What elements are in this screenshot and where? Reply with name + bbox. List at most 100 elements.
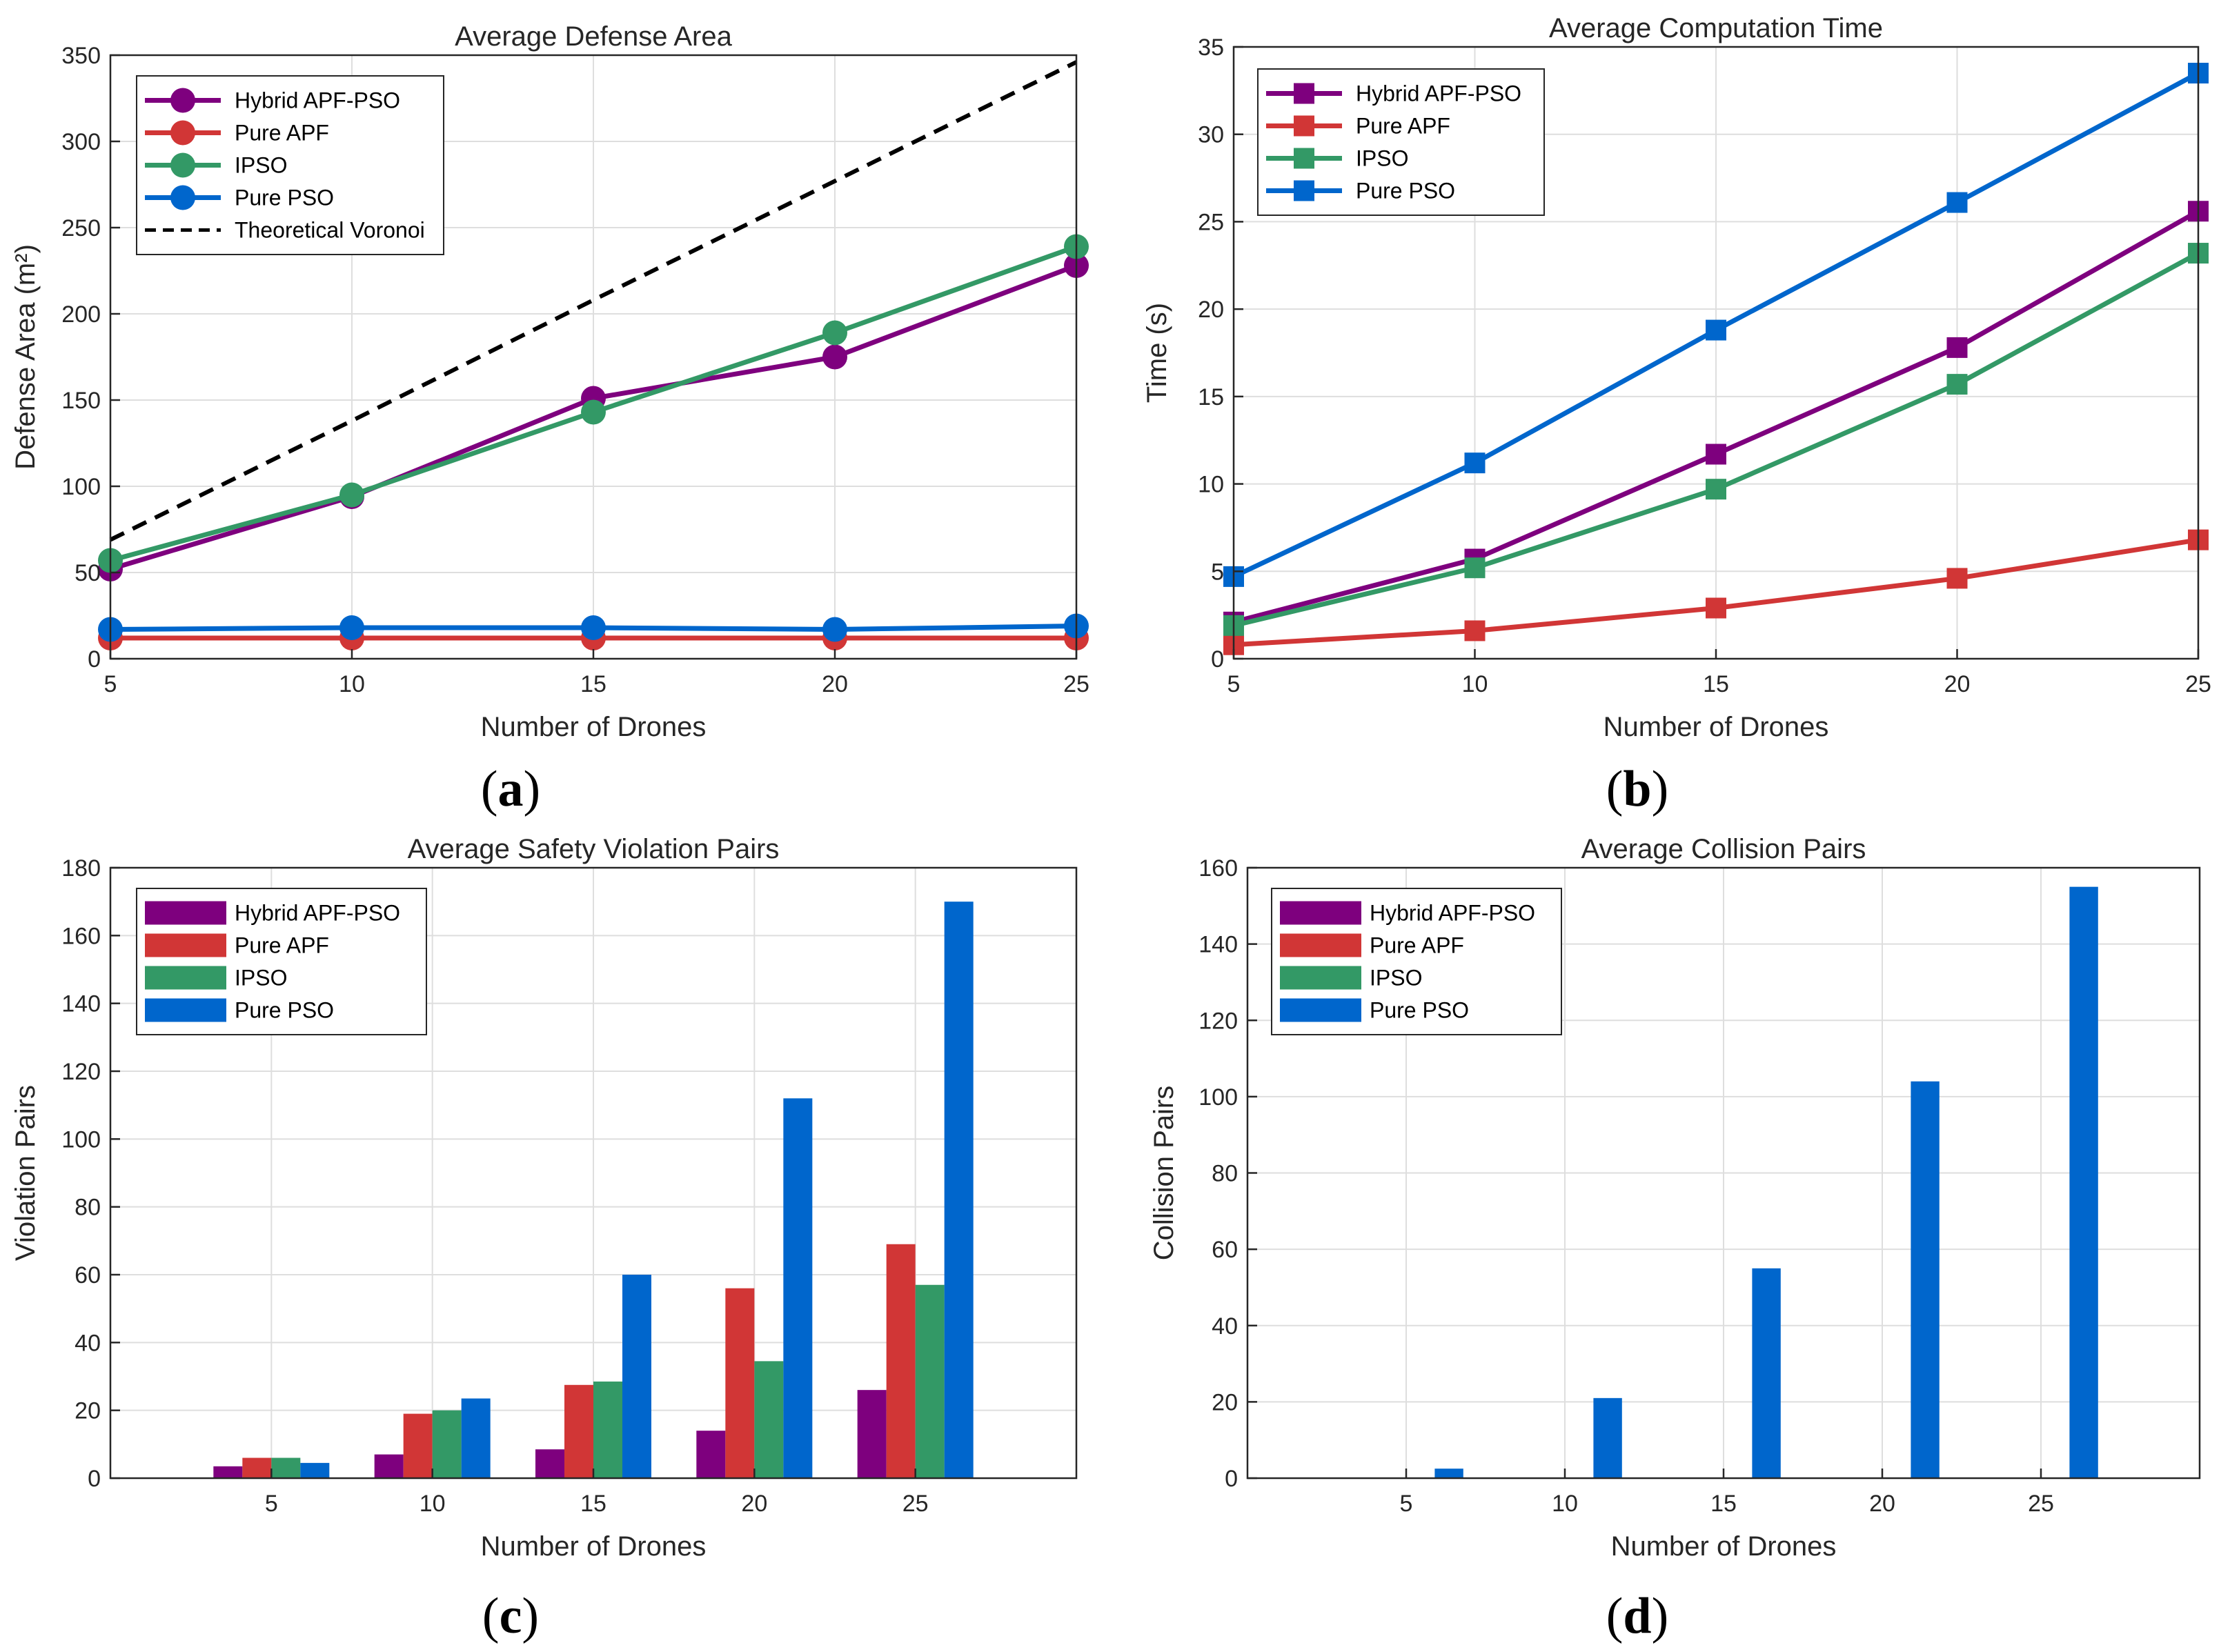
- bar-pure-apf-5: [242, 1457, 272, 1478]
- data-point-hybrid-apf-pso: [1946, 337, 1968, 358]
- chart-title: Average Safety Violation Pairs: [408, 834, 780, 864]
- y-tick-label: 40: [1212, 1313, 1238, 1340]
- bar-hybrid-apf-pso-10: [374, 1454, 404, 1478]
- bar-ipso-5: [271, 1457, 301, 1478]
- x-tick-label: 15: [580, 671, 606, 697]
- y-tick-label: 50: [75, 560, 101, 586]
- legend-label-ipso: IPSO: [235, 966, 287, 991]
- data-point-pure-pso: [822, 617, 847, 642]
- x-tick-label: 10: [339, 671, 365, 697]
- x-tick-label: 10: [1552, 1491, 1578, 1517]
- y-tick-label: 0: [1211, 646, 1224, 673]
- bar-pure-apf-25: [886, 1244, 916, 1478]
- y-tick-label: 0: [88, 646, 101, 673]
- y-axis-label: Time (s): [1142, 303, 1172, 403]
- caption-c: (c): [482, 1588, 539, 1644]
- data-point-pure-pso: [1706, 319, 1726, 341]
- y-tick-label: 300: [61, 129, 101, 155]
- legend-label-pure-apf: Pure APF: [1370, 933, 1464, 958]
- y-tick-label: 25: [1198, 209, 1224, 235]
- bar-ipso-20: [754, 1361, 784, 1478]
- data-point-ipso: [581, 399, 606, 425]
- y-tick-label: 100: [1198, 1084, 1238, 1111]
- legend-swatch-ipso: [145, 966, 226, 990]
- bar-ipso-10: [432, 1410, 462, 1478]
- legend-marker-pure-apf: [170, 120, 195, 146]
- legend-swatch-pure-apf: [1280, 933, 1361, 957]
- panel-d-collision-pairs-chart: 5 10 15 20 25 0 20 40 60 80 100 120 140 160 Average Co…: [1149, 834, 2201, 1562]
- legend-label-pure-pso: Pure PSO: [235, 186, 334, 210]
- x-axis-label: Number of Drones: [481, 1531, 707, 1562]
- data-point-pure-pso: [1946, 192, 1968, 213]
- y-tick-label: 180: [61, 855, 101, 882]
- y-tick-label: 80: [75, 1195, 101, 1221]
- y-tick-label: 250: [61, 215, 101, 241]
- legend-label-pure-pso: Pure PSO: [1370, 998, 1469, 1023]
- data-point-ipso: [1706, 479, 1726, 500]
- panel-c-violation-pairs-chart: 5 10 15 20 25 0 20 40 60 80 100 120 140 160 180 Average…: [10, 834, 1078, 1562]
- y-tick-label: 20: [1212, 1389, 1238, 1415]
- series-ipso: [98, 234, 1089, 573]
- y-tick-label: 20: [1198, 297, 1224, 323]
- x-tick-label: 5: [1400, 1491, 1413, 1517]
- legend-marker-ipso: [170, 152, 195, 178]
- x-tick-label: 10: [1462, 671, 1488, 697]
- y-tick-label: 140: [61, 991, 101, 1017]
- x-tick-label: 10: [420, 1491, 446, 1517]
- data-point-pure-pso: [1464, 452, 1486, 474]
- y-tick-label: 0: [88, 1466, 101, 1492]
- y-tick-label: 60: [75, 1262, 101, 1288]
- legend-marker-pure-pso: [1294, 180, 1314, 201]
- grid-lines: [110, 54, 1077, 659]
- bar-pure-pso-15: [1752, 1268, 1781, 1478]
- x-axis-label: Number of Drones: [1611, 1531, 1837, 1562]
- caption-a: (a): [481, 761, 540, 817]
- y-tick-label: 40: [75, 1330, 101, 1356]
- bar-pure-pso-15: [622, 1275, 651, 1478]
- y-tick-label: 15: [1198, 384, 1224, 410]
- bar-hybrid-apf-pso-20: [696, 1431, 726, 1478]
- y-axis-label: Defense Area (m²): [10, 244, 41, 470]
- y-axis-label: Collision Pairs: [1149, 1086, 1179, 1260]
- x-tick-label: 15: [1710, 1491, 1737, 1517]
- x-tick-label: 5: [1227, 671, 1241, 697]
- y-tick-label: 20: [75, 1398, 101, 1424]
- legend-label-hybrid-apf-pso: Hybrid APF-PSO: [235, 88, 400, 113]
- legend-swatch-hybrid-apf-pso: [1280, 901, 1361, 925]
- y-tick-label: 160: [61, 923, 101, 949]
- legend-marker-hybrid-apf-pso: [1294, 83, 1314, 104]
- bar-pure-pso-5: [1434, 1469, 1463, 1478]
- data-point-pure-pso: [581, 615, 606, 640]
- legend-label-ipso: IPSO: [1356, 146, 1408, 171]
- bar-hybrid-apf-pso-25: [857, 1390, 887, 1478]
- caption-d: (d): [1606, 1588, 1668, 1644]
- legend: Hybrid APF-PSO Pure APF IPSO Pure PSO: [1257, 68, 1545, 216]
- y-tick-label: 350: [61, 43, 101, 69]
- legend-label-pure-apf: Pure APF: [235, 121, 329, 146]
- chart-title: Average Defense Area: [455, 21, 733, 52]
- bar-pure-apf-10: [403, 1413, 433, 1478]
- bar-pure-apf-15: [564, 1384, 593, 1478]
- bar-pure-pso-20: [783, 1098, 813, 1478]
- legend-label-ipso: IPSO: [235, 153, 287, 178]
- series-pure-pso: [1223, 63, 2209, 587]
- bar-ipso-25: [915, 1284, 945, 1478]
- legend-label-hybrid-apf-pso: Hybrid APF-PSO: [1356, 81, 1521, 106]
- bar-ipso-15: [593, 1381, 622, 1478]
- y-tick-label: 100: [61, 474, 101, 500]
- x-tick-label: 25: [1063, 671, 1089, 697]
- legend-swatch-ipso: [1280, 966, 1361, 990]
- x-tick-label: 20: [1869, 1491, 1895, 1517]
- legend: Hybrid APF-PSO Pure APF IPSO Pure PSO: [1271, 888, 1562, 1035]
- legend-marker-ipso: [1294, 148, 1314, 169]
- data-point-ipso: [1946, 374, 1968, 395]
- y-tick-label: 120: [61, 1059, 101, 1085]
- ticks: 5 10 15 20 25 0 20 40 60 80 100 120 140 160: [1198, 855, 2054, 1517]
- caption-b: (b): [1606, 761, 1668, 817]
- legend-marker-hybrid-apf-pso: [170, 88, 195, 113]
- data-point-pure-apf: [1946, 568, 1968, 589]
- series-theoretical-voronoi: [109, 60, 1078, 542]
